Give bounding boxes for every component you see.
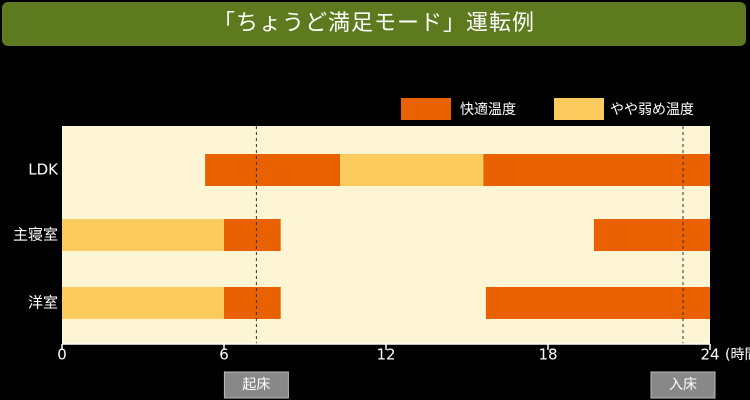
bar-segment bbox=[485, 287, 710, 319]
bar-segment bbox=[224, 219, 281, 251]
marker-label-box bbox=[223, 371, 289, 399]
legend-swatch bbox=[401, 98, 451, 120]
bar-segment bbox=[62, 219, 224, 251]
marker-label-box bbox=[650, 371, 716, 399]
x-tick-label: 24 bbox=[700, 346, 719, 364]
marker-label: 入床 bbox=[669, 377, 697, 393]
x-tick-label: 0 bbox=[57, 346, 67, 364]
bar-segment bbox=[224, 287, 281, 319]
x-tick-label: 6 bbox=[219, 346, 229, 364]
legend-label: 快適温度 bbox=[460, 101, 516, 118]
bar-segment bbox=[340, 154, 484, 186]
marker-label: 起床 bbox=[242, 377, 270, 393]
bar-segment bbox=[205, 154, 341, 186]
category-label: 主寝室 bbox=[13, 226, 58, 244]
x-tick-label: 12 bbox=[376, 346, 395, 364]
bar-segment bbox=[483, 154, 710, 186]
legend-label: やや弱め温度 bbox=[610, 102, 694, 118]
category-label: LDK bbox=[28, 161, 59, 179]
category-label: 洋室 bbox=[28, 294, 58, 312]
x-tick-label: 18 bbox=[538, 346, 557, 364]
legend-swatch bbox=[554, 98, 604, 120]
x-axis-unit: (時間) bbox=[725, 347, 750, 363]
bar-segment bbox=[62, 287, 224, 319]
chart-title: 「ちょうど満足モード」運転例 bbox=[212, 11, 535, 36]
title-banner: 「ちょうど満足モード」運転例 bbox=[2, 2, 746, 46]
bar-segment bbox=[593, 219, 710, 251]
